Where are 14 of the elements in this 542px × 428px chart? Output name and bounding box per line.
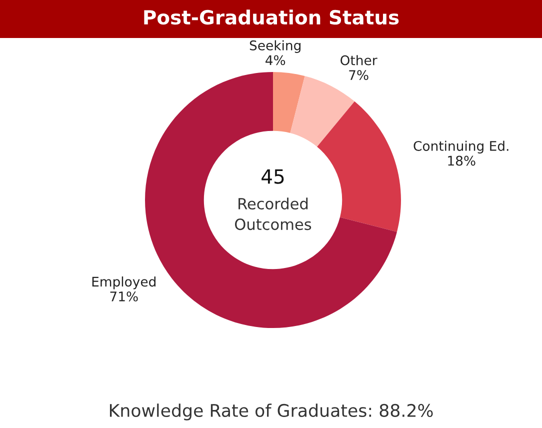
donut-slice xyxy=(273,72,305,134)
slice-label: Employed xyxy=(92,276,156,290)
slice-label: Seeking xyxy=(250,40,300,53)
text: Knowledge Rate of Graduates: 88.2% xyxy=(110,404,433,420)
chart-title: Post-Graduation Status xyxy=(144,10,399,25)
slice-label: Other xyxy=(340,55,378,66)
text: 45 xyxy=(262,169,284,184)
data-label: 7% xyxy=(349,70,368,80)
data-label: 18% xyxy=(448,156,476,166)
data-label: 71% xyxy=(110,291,138,302)
slice-label: Continuing Ed. xyxy=(414,140,508,154)
text: Recorded Outcomes xyxy=(235,198,312,230)
data-label: 4% xyxy=(266,55,286,66)
donut-slice xyxy=(317,101,401,232)
